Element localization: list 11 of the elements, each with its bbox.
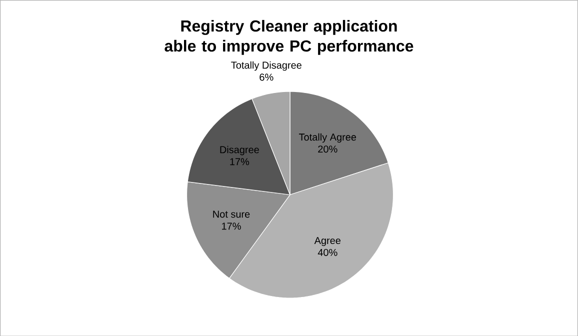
slice-label: Totally Disagree bbox=[231, 61, 302, 70]
slice-label: Not sure bbox=[213, 210, 250, 218]
data-label: 17% bbox=[230, 158, 250, 165]
data-label: 20% bbox=[318, 145, 338, 152]
chart-title: Registry Cleaner application able to improve PC performance bbox=[164, 20, 414, 55]
data-label: 6% bbox=[260, 73, 274, 80]
slice-label: Disagree bbox=[220, 146, 259, 155]
slice-label: Agree bbox=[314, 236, 341, 246]
slice-label: Totally Agree bbox=[298, 133, 356, 142]
data-label: 17% bbox=[222, 222, 241, 230]
data-label: 40% bbox=[318, 248, 338, 256]
